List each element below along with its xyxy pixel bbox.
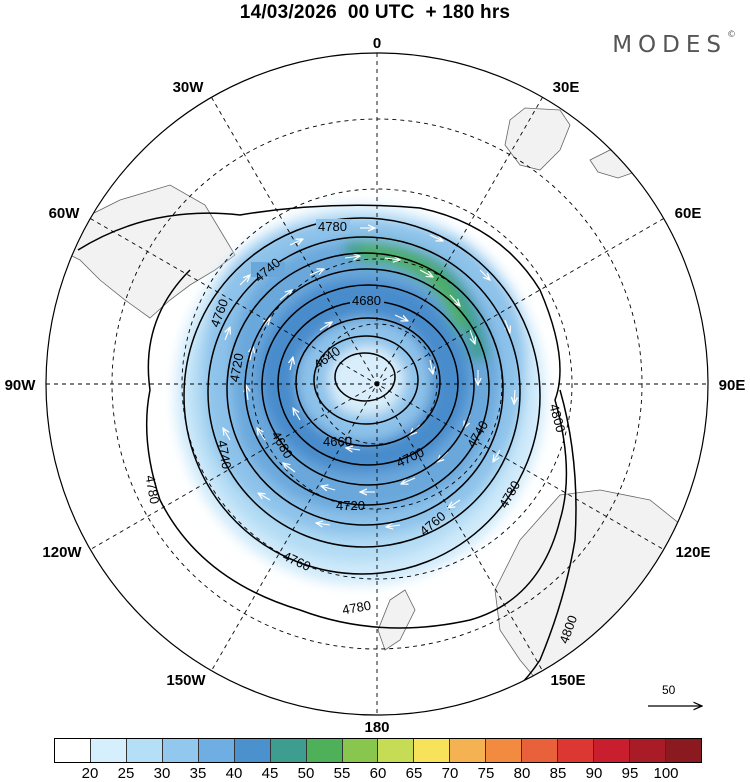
contour-label: 4780 (341, 598, 372, 618)
colorbar-swatch (450, 739, 487, 762)
colorbar-swatch (162, 739, 199, 762)
colorbar-swatch (558, 739, 595, 762)
map-boundary (45, 52, 709, 716)
lon-label-150e: 150E (550, 672, 585, 689)
colorbar-label: 35 (189, 765, 207, 782)
colorbar-label: 100 (653, 765, 679, 782)
colorbar-swatch (126, 739, 163, 762)
colorbar-label: 25 (117, 765, 135, 782)
brand-logo: MODES© (612, 30, 736, 58)
colorbar-swatch (342, 739, 379, 762)
contour-label: 4780 (143, 474, 163, 505)
colorbar-swatch (378, 739, 415, 762)
lon-label-150w: 150W (166, 672, 206, 689)
contour-labels: 4780 4740 4680 4760 4720 4640 4660 4700 … (143, 219, 580, 646)
africa-land (504, 107, 571, 171)
colorbar-swatch (522, 739, 559, 762)
colorbar (54, 738, 702, 763)
contour-label: 4780 (318, 219, 347, 234)
colorbar-label: 50 (297, 765, 315, 782)
polar-map: 4780 4740 4680 4760 4720 4640 4660 4700 … (5, 35, 746, 735)
lon-label-120w: 120W (42, 544, 82, 561)
colorbar-label: 85 (549, 765, 567, 782)
lon-label-120e: 120E (675, 544, 710, 561)
lon-label-60w: 60W (49, 205, 81, 222)
colorbar-label: 90 (585, 765, 603, 782)
colorbar-swatch (234, 739, 271, 762)
contour-label: 4680 (352, 293, 381, 308)
south-pole-marker (374, 381, 380, 387)
colorbar-label: 75 (477, 765, 495, 782)
contour-label: 4720 (227, 352, 247, 383)
colorbar-label: 95 (621, 765, 639, 782)
colorbar-label: 60 (369, 765, 387, 782)
lon-label-60e: 60E (675, 205, 702, 222)
colorbar-swatch (55, 739, 91, 762)
new-zealand-land (377, 589, 416, 651)
contour-label: 4660 (323, 434, 352, 449)
lon-label-0: 0 (373, 35, 381, 52)
wind-speed-field (175, 205, 545, 585)
contour-label: 4740 (215, 439, 235, 470)
colorbar-swatch (630, 739, 666, 762)
height-contours (77, 204, 577, 701)
colorbar-swatch (665, 739, 701, 762)
colorbar-swatch (306, 739, 343, 762)
colorbar-label: 20 (81, 765, 99, 782)
contour-label: 4720 (336, 498, 365, 513)
colorbar-label: 70 (441, 765, 459, 782)
wind-scale-label: 50 (662, 683, 676, 697)
colorbar-label: 40 (225, 765, 243, 782)
colorbar-swatch (594, 739, 630, 762)
lon-label-30w: 30W (173, 79, 205, 96)
lon-label-180: 180 (364, 719, 389, 735)
lon-label-90w: 90W (5, 377, 37, 394)
colorbar-swatch (414, 739, 451, 762)
colorbar-swatch (198, 739, 235, 762)
colorbar-label: 80 (513, 765, 531, 782)
colorbar-swatch (90, 739, 127, 762)
colorbar-label: 45 (261, 765, 279, 782)
colorbar-label: 30 (153, 765, 171, 782)
longitude-labels: 0 30W 30E 60W 60E 90W 90E 120W 120E 150W… (5, 35, 746, 735)
lon-label-90e: 90E (719, 377, 746, 394)
colorbar-label: 65 (405, 765, 423, 782)
colorbar-swatch (270, 739, 307, 762)
colorbar-swatch (486, 739, 523, 762)
contour-label: 4800 (546, 402, 568, 434)
wind-vectors (223, 228, 515, 527)
map-title: 14/03/2026 00 UTC + 180 hrs (239, 2, 511, 23)
colorbar-labels: 20 25 30 35 40 45 50 55 60 65 70 75 80 85 90 95 100 (54, 765, 702, 782)
lon-label-30e: 30E (553, 79, 580, 96)
colorbar-label: 55 (333, 765, 351, 782)
